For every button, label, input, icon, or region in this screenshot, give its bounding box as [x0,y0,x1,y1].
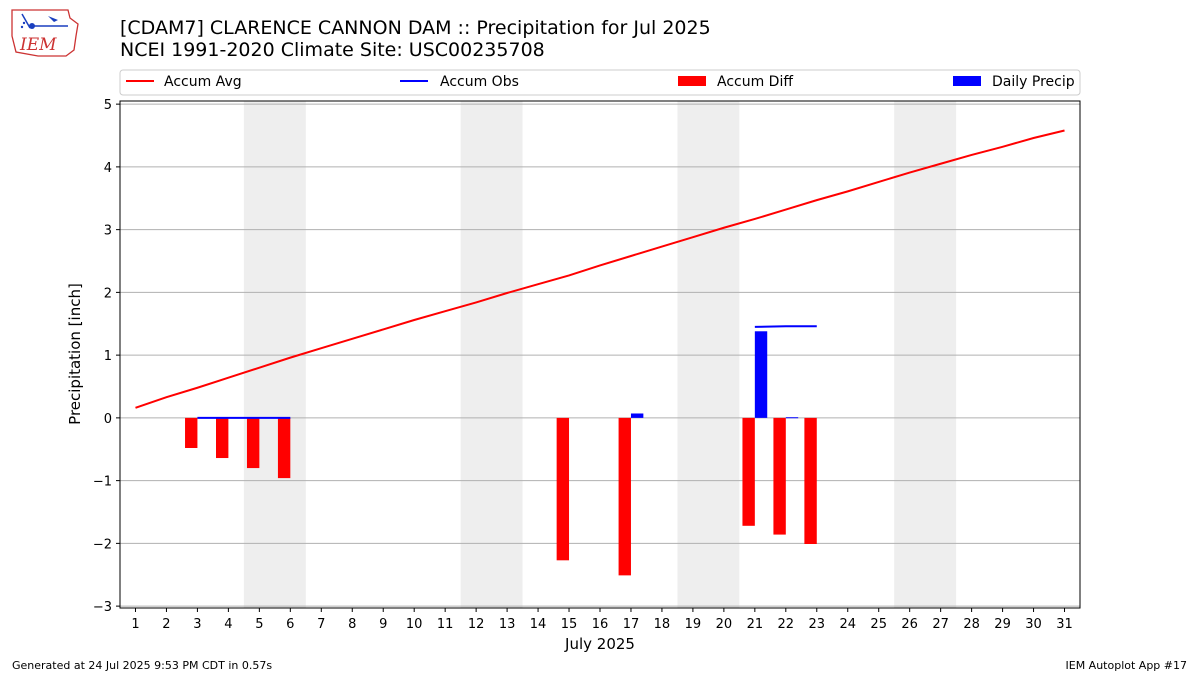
weekend-band [460,101,523,608]
y-tick-label: −3 [93,600,112,615]
accum-diff-bar [773,417,786,535]
weekend-band [243,101,306,608]
x-tick-label: 25 [870,617,887,632]
y-tick-label: −2 [93,537,112,552]
accum-diff-bar [185,417,198,448]
x-tick-label: 7 [317,617,325,632]
y-tick-label: −1 [93,475,112,490]
x-tick-label: 6 [286,617,294,632]
accum-diff-bars [185,417,817,576]
y-gridlines [120,103,1080,607]
weekend-band [894,101,957,608]
x-tick-label: 18 [654,617,671,632]
x-axis-label: July 2025 [564,635,635,653]
x-tick-label: 31 [1056,617,1073,632]
accum-diff-bar [742,417,755,526]
y-tick-label: 1 [104,349,112,364]
x-tick-label: 1 [131,617,139,632]
x-tick-label: 17 [623,617,640,632]
x-tick-label: 20 [716,617,733,632]
x-tick-label: 8 [348,617,356,632]
y-tick-label: 5 [104,98,112,113]
accum-diff-bar [277,417,291,479]
daily-precip-bar [754,331,768,418]
accum-obs-lines [197,325,817,419]
weekend-shading [243,101,957,608]
title-line-2: NCEI 1991-2020 Climate Site: USC00235708 [120,39,545,61]
y-tick-label: 2 [104,286,112,301]
daily-precip-bar [785,417,799,419]
weekend-band [677,101,740,608]
generated-footer: Generated at 24 Jul 2025 9:53 PM CDT in … [12,659,273,672]
accum-diff-bar [618,417,631,576]
x-tick-label: 26 [901,617,918,632]
legend: Accum Avg Accum Obs Accum Diff Daily Pre… [119,69,1081,96]
x-tick-label: 14 [530,617,547,632]
x-axis: 1 2 3 4 5 6 7 8 9 10 11 12 13 14 15 16 17 18 19 20 21 22 23 24 2… [131,608,1073,632]
x-tick-label: 11 [437,617,454,632]
x-tick-label: 3 [193,617,201,632]
accum-diff-bar [246,417,260,469]
accum-avg-line [135,129,1065,409]
x-tick-label: 23 [809,617,826,632]
x-tick-label: 13 [499,617,516,632]
x-tick-label: 15 [561,617,578,632]
accum-diff-bar [556,417,570,561]
y-axis: −3 −2 −1 0 1 2 3 4 5 [93,98,120,615]
iem-logo: IEM [8,6,80,58]
app-footer: IEM Autoplot App #17 [1065,659,1188,672]
x-tick-label: 5 [255,617,263,632]
legend-label-daily-precip: Daily Precip [992,74,1075,90]
x-tick-label: 2 [162,617,170,632]
x-tick-label: 10 [406,617,423,632]
x-tick-label: 30 [1025,617,1042,632]
x-tick-label: 21 [747,617,764,632]
accum-avg-polyline [135,129,1065,409]
y-tick-label: 4 [104,161,112,176]
accum-obs-segment [754,325,817,328]
x-tick-label: 9 [379,617,387,632]
legend-swatch-accum-diff [678,76,706,86]
y-tick-label: 0 [104,412,112,427]
legend-label-accum-obs: Accum Obs [440,74,519,90]
accum-diff-bar [804,417,817,544]
x-tick-label: 24 [839,617,856,632]
x-tick-label: 22 [778,617,795,632]
x-tick-label: 12 [468,617,485,632]
y-axis-label: Precipitation [inch] [66,283,84,425]
x-tick-label: 27 [932,617,949,632]
x-tick-label: 29 [994,617,1011,632]
daily-precip-bar [630,413,644,418]
x-tick-label: 4 [224,617,232,632]
y-tick-label: 3 [104,224,112,239]
chart-title: [CDAM7] CLARENCE CANNON DAM :: Precipita… [120,17,711,61]
logo-text: IEM [19,35,57,55]
title-line-1: [CDAM7] CLARENCE CANNON DAM :: Precipita… [120,17,711,39]
x-tick-label: 19 [685,617,702,632]
x-tick-label: 16 [592,617,609,632]
legend-label-accum-avg: Accum Avg [164,74,242,90]
legend-swatch-daily-precip [953,76,981,86]
x-tick-label: 28 [963,617,980,632]
daily-precip-bars [630,331,799,419]
legend-label-accum-diff: Accum Diff [717,74,793,90]
accum-diff-bar [216,417,229,459]
